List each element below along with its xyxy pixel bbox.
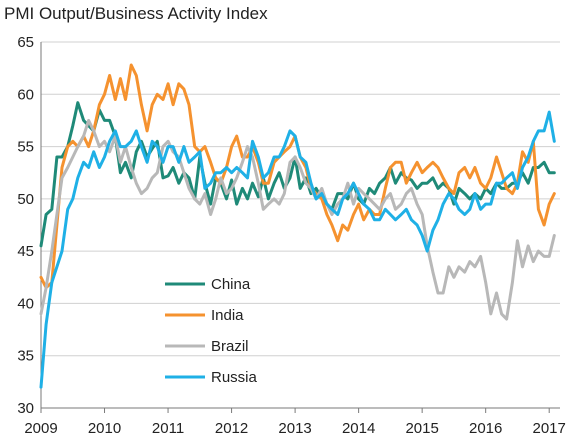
series-line-russia bbox=[39, 110, 556, 389]
x-tick-label-2012: 2012 bbox=[215, 420, 248, 437]
y-tick-label-35: 35 bbox=[17, 348, 34, 365]
chart-title: PMI Output/Business Activity Index bbox=[4, 4, 268, 23]
y-tick-label-50: 50 bbox=[17, 191, 34, 208]
legend-label-china: China bbox=[211, 276, 251, 293]
y-tick-label-45: 45 bbox=[17, 243, 34, 260]
y-tick-label-65: 65 bbox=[17, 34, 34, 51]
x-tick-label-2013: 2013 bbox=[278, 420, 311, 437]
x-tick-label-2015: 2015 bbox=[405, 420, 438, 437]
x-tick-label-2011: 2011 bbox=[152, 420, 184, 437]
x-tick-label-2016: 2016 bbox=[469, 420, 502, 437]
y-tick-label-55: 55 bbox=[17, 139, 34, 156]
x-tick-label-2014: 2014 bbox=[342, 420, 375, 437]
x-axis-ticks: 2009 2010 2011 2012 2013 2014 2015 2016 2017 bbox=[24, 408, 566, 437]
x-tick-label-2010: 2010 bbox=[88, 420, 121, 437]
legend-label-brazil: Brazil bbox=[211, 338, 249, 355]
series-lines bbox=[39, 63, 556, 389]
legend: China India Brazil Russia bbox=[165, 276, 258, 386]
y-tick-label-40: 40 bbox=[17, 295, 34, 312]
x-tick-label-2009: 2009 bbox=[24, 420, 57, 437]
x-tick-label-2017: 2017 bbox=[533, 420, 566, 437]
y-tick-label-60: 60 bbox=[17, 86, 34, 103]
series-line-brazil bbox=[39, 118, 556, 321]
legend-label-russia: Russia bbox=[211, 369, 258, 386]
y-axis-ticks: 30 35 40 45 50 55 60 65 bbox=[17, 34, 34, 417]
y-tick-label-30: 30 bbox=[17, 400, 34, 417]
legend-label-india: India bbox=[211, 307, 244, 324]
series-line-china bbox=[39, 101, 556, 248]
axes bbox=[40, 42, 560, 409]
